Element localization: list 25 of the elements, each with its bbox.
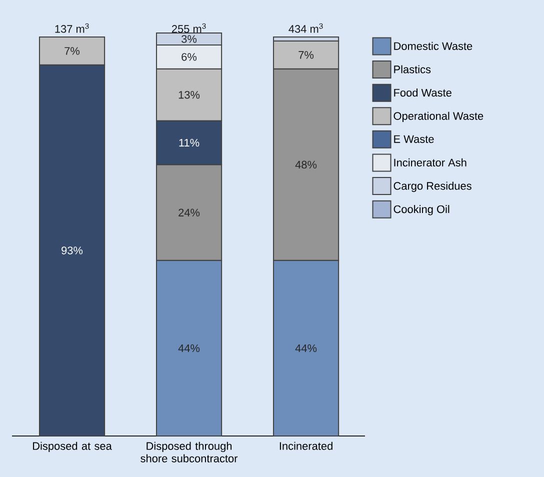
total-label: 255 m$^{3}$ [172,23,206,33]
legend-label: Incinerator Ash [394,158,466,166]
x-tick-label: Disposed through shore subcontractor [140,442,238,462]
data-label: 48% [295,160,317,169]
data-label: 13% [178,90,200,99]
data-label: 44% [178,344,200,352]
total-label: 434 m$^{3}$ [288,23,323,33]
legend-label: Domestic Waste [394,42,472,50]
data-label: 6% [182,53,197,61]
data-label: 7% [64,47,80,55]
x-tick-label: Disposed at sea [33,442,112,452]
data-label: 44% [295,344,317,352]
legend-label: Operational Waste [394,112,484,122]
data-label: 7% [298,51,314,59]
x-tick-label: Incinerated [280,442,332,450]
legend-label: Food Waste [394,88,452,97]
data-label: 93% [62,246,83,254]
legend-label: Cooking Oil [394,205,450,216]
data-label: 3% [182,35,197,43]
total-label: 137 m$^{3}$ [55,23,89,33]
legend-label: Cargo Residues [394,182,472,192]
data-label: 11% [179,138,200,147]
legend-label: E Waste [394,135,434,143]
data-label: 24% [178,208,200,216]
legend-label: Plastics [394,65,431,74]
